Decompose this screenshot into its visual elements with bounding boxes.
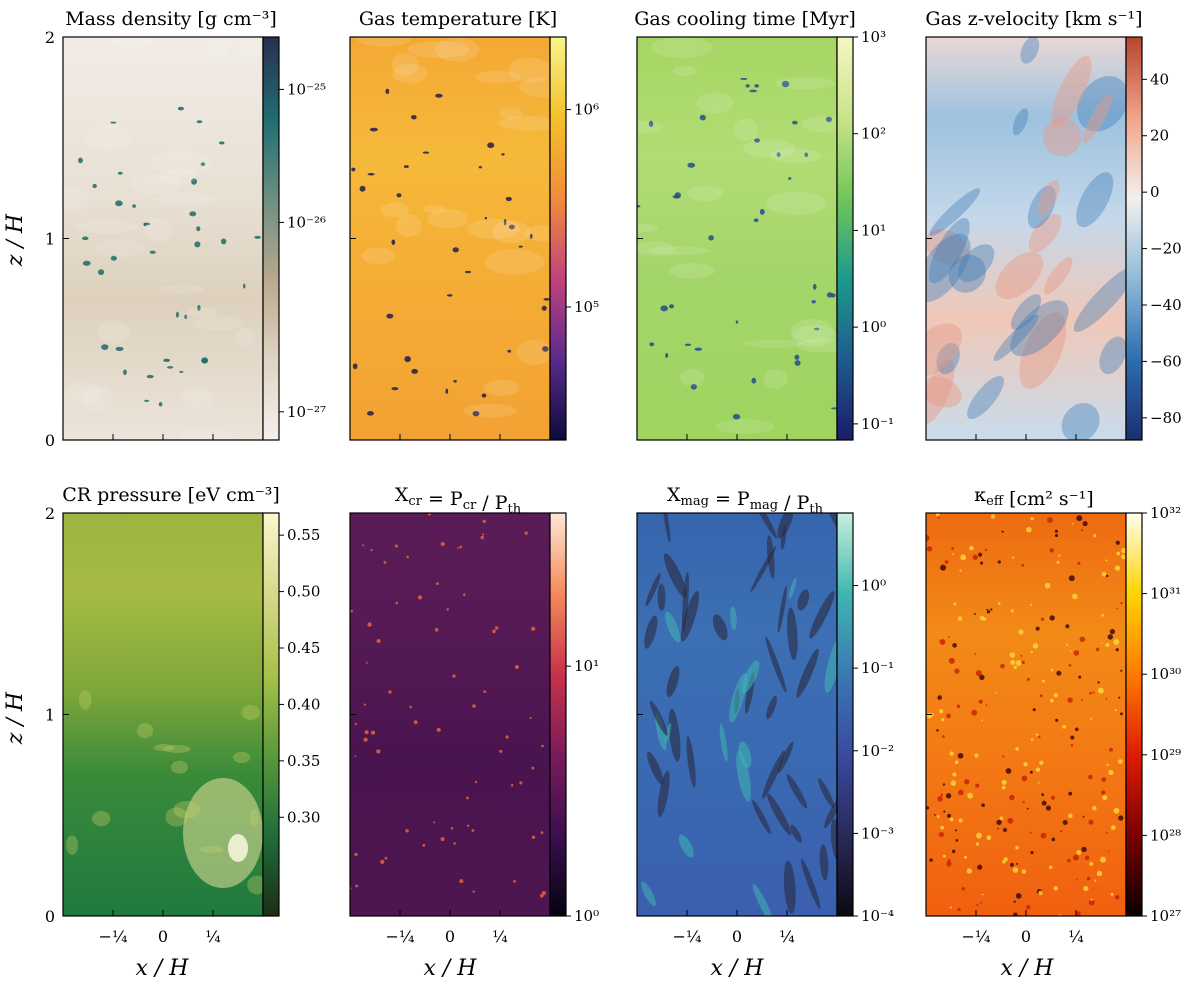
colorbar-tick-label: 10³ (861, 28, 886, 46)
x-tick-label: 0 (732, 927, 742, 946)
field-density (63, 37, 263, 440)
colorbar-tick-label: 10⁻³ (861, 824, 894, 842)
x-tick-label: −¼ (386, 927, 415, 946)
panel-temperature: 10⁶ 10⁵ Gas temperature [K] (349, 8, 599, 441)
y-axis-label-top: z / H (3, 213, 28, 267)
x-axis-label-1: x / H (136, 956, 190, 981)
colorbar-tick-label: 10⁰ (861, 577, 886, 595)
colorbar-tick-label: 10³² (1150, 504, 1181, 522)
colorbar-tick-label: 10⁻¹ (861, 659, 894, 677)
texture-density (63, 37, 263, 440)
colorbar-tick-label: 10³⁰ (1150, 665, 1181, 683)
panel-title-density: Mass density [g cm⁻³] (65, 8, 277, 30)
colorbar-tick-label: 0.30 (287, 808, 320, 826)
panel-vz: 40 20 0 −20 −40 −60 −80 Gas z-velocity [km s⁻¹] (925, 8, 1182, 441)
x-axis-label-2: x / H (424, 956, 478, 981)
x-axis-label-3: x / H (711, 956, 765, 981)
colorbar-tick-label: 10⁻² (861, 742, 894, 760)
texture-xcr (350, 513, 546, 898)
y-tick-label: 2 (45, 504, 55, 523)
colorbar-tick-label: 10²⁷ (1150, 907, 1181, 925)
y-tick-label: 0 (45, 907, 55, 926)
colorbar-tick-label: 10¹ (574, 657, 599, 675)
texture-kappa (926, 513, 1126, 916)
colorbar-vz (1125, 36, 1143, 441)
colorbar-tick-label: 0 (1150, 183, 1160, 201)
field-vz (926, 37, 1126, 440)
texture-temperature (351, 37, 550, 418)
panel-title-xcr: Xcr = Pcr / Pth (395, 484, 522, 517)
texture-vz (926, 37, 1126, 440)
colorbar-tick-label: 0.40 (287, 695, 320, 713)
colorbar-tick-label: 10¹ (861, 221, 886, 239)
colorbar-tick-label: 0.50 (287, 583, 320, 601)
colorbar-cooling (836, 36, 854, 441)
colorbar-tick-label: −60 (1150, 352, 1182, 370)
panel-title-kappa: κeff [cm² s⁻¹] (974, 484, 1093, 510)
x-tick-label: −¼ (99, 927, 128, 946)
panel-title-xmag: Xmag = Pmag / Pth (667, 484, 824, 517)
colorbar-tick-label: 10⁻⁴ (861, 907, 894, 925)
colorbar-tick-label: 20 (1150, 127, 1169, 145)
colorbar-tick-label: 10⁻²⁷ (287, 403, 326, 421)
colorbar-temperature (549, 36, 567, 441)
panel-xcr: 10¹ 10⁰ Xcr = Pcr / Pth −¼ 0 ¼ (349, 484, 599, 946)
colorbar-tick-label: 10⁵ (574, 298, 599, 316)
panel-xmag: 10⁰ 10⁻¹ 10⁻² 10⁻³ 10⁻⁴ Xmag = Pmag / Pth −¼ 0 ¼ (636, 484, 894, 946)
panel-density: 10⁻²⁵ 10⁻²⁶ 10⁻²⁷ Mass density [g cm⁻³] 0 1 2 (45, 8, 326, 450)
colorbar-tick-label: 10⁻²⁶ (287, 213, 326, 231)
colorbar-tick-label: 10⁻²⁵ (287, 80, 326, 98)
panel-kappa: 10³² 10³¹ 10³⁰ 10²⁹ 10²⁸ 10²⁷ κeff [cm² s⁻¹] −¼… (925, 484, 1181, 946)
x-tick-label: ¼ (779, 927, 795, 946)
y-tick-label: 2 (45, 28, 55, 47)
x-tick-label: 0 (445, 927, 455, 946)
colorbar-tick-label: 10²⁹ (1150, 746, 1181, 764)
colorbar-xcr (549, 512, 567, 917)
colorbar-tick-label: 10³¹ (1150, 585, 1181, 603)
colorbar-tick-label: −20 (1150, 240, 1182, 258)
colorbar-density (262, 36, 280, 441)
colorbar-tick-label: 10⁶ (574, 101, 599, 119)
texture-cooling (637, 37, 837, 434)
y-tick-label: 0 (45, 431, 55, 450)
colorbar-tick-label: 0.35 (287, 752, 320, 770)
colorbar-tick-label: 10⁻¹ (861, 415, 894, 433)
x-tick-label: 0 (158, 927, 168, 946)
panel-crpressure: 0.55 0.50 0.45 0.40 0.35 0.30 CR pressure [eV … (45, 484, 321, 946)
y-axis-label-bottom: z / H (3, 691, 28, 745)
x-tick-label: −¼ (673, 927, 702, 946)
x-tick-label: ¼ (205, 927, 221, 946)
colorbar-tick-label: 10²⁸ (1150, 826, 1181, 844)
panel-cooling: 10³ 10² 10¹ 10⁰ 10⁻¹ Gas cooling time [Myr] (634, 8, 894, 441)
field-xcr (350, 513, 550, 916)
panel-title-crpressure: CR pressure [eV cm⁻³] (62, 484, 280, 506)
panel-title-vz: Gas z-velocity [km s⁻¹] (925, 8, 1142, 30)
texture-crpressure (65, 690, 263, 895)
field-temperature (350, 37, 550, 440)
x-tick-label: −¼ (962, 927, 991, 946)
colorbar-tick-label: 0.55 (287, 526, 320, 544)
colorbar-tick-label: −40 (1150, 296, 1182, 314)
x-tick-label: ¼ (1068, 927, 1084, 946)
x-tick-label: 0 (1021, 927, 1031, 946)
panel-title-temperature: Gas temperature [K] (359, 8, 557, 30)
panel-title-cooling: Gas cooling time [Myr] (634, 8, 856, 30)
x-tick-label: ¼ (492, 927, 508, 946)
colorbar-tick-label: 10⁰ (861, 318, 886, 336)
field-kappa (926, 513, 1126, 916)
colorbar-xmag (836, 512, 854, 917)
colorbar-tick-label: 0.45 (287, 639, 320, 657)
x-axis-label-4: x / H (1001, 956, 1055, 981)
colorbar-tick-label: 40 (1150, 70, 1169, 88)
colorbar-tick-label: 10² (861, 125, 886, 143)
colorbar-tick-label: −80 (1150, 409, 1182, 427)
texture-xmag (641, 513, 837, 916)
y-tick-label: 1 (45, 706, 55, 725)
colorbar-kappa (1125, 512, 1143, 917)
field-cooling (637, 37, 837, 440)
colorbar-crpressure (262, 512, 280, 917)
colorbar-tick-label: 10⁰ (574, 907, 599, 925)
y-tick-label: 1 (45, 230, 55, 249)
